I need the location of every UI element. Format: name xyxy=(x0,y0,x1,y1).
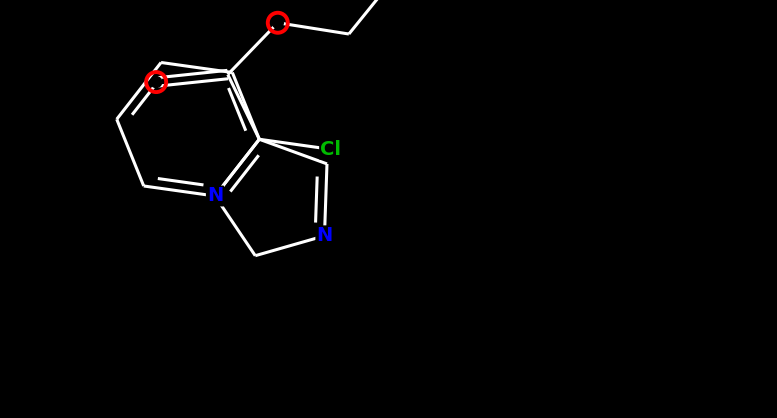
Text: N: N xyxy=(207,186,223,206)
Circle shape xyxy=(272,17,284,28)
Circle shape xyxy=(151,76,162,88)
Text: N: N xyxy=(316,226,333,245)
Text: Cl: Cl xyxy=(320,140,341,159)
